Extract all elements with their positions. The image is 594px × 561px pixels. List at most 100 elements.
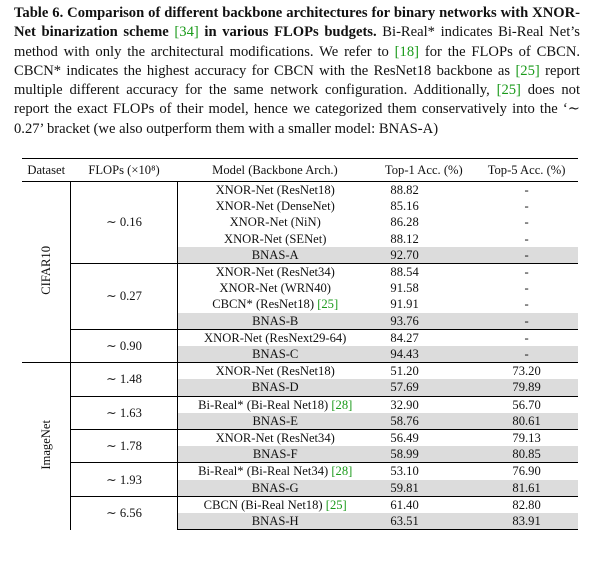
top1-cell: 58.76	[372, 412, 476, 430]
column-header: Top-5 Acc. (%)	[475, 158, 578, 182]
top1-cell: 94.43	[372, 346, 476, 363]
caption-text: for the FLOPs of CBCN. CBCN* indicates t…	[14, 43, 581, 79]
column-header: Top-1 Acc. (%)	[372, 158, 476, 182]
model-cell: CBCN* (ResNet18) [25]	[178, 296, 373, 312]
top5-cell: 79.13	[475, 429, 578, 447]
top1-cell: 61.40	[372, 495, 476, 514]
table-header: Dataset FLOPs (×10⁸) Model (Backbone Arch.…	[22, 158, 578, 182]
table-row: CIFAR10 ∼ 0.16 XNOR-Net (ResNet18) 88.82 -	[22, 180, 578, 363]
top1-cell: 84.27	[372, 328, 476, 347]
top1-cell: 51.20	[372, 362, 476, 380]
top5-cell: -	[524, 297, 529, 312]
table-row: ∼ 1.78 XNOR-Net (ResNet34) 56.49 79.13	[22, 429, 578, 463]
caption-text: Table 6. Comparison of different backbon…	[14, 5, 580, 41]
top5-cell: -	[524, 215, 529, 230]
top5-cell: 73.20	[475, 362, 578, 380]
citation[interactable]: [25]	[325, 497, 347, 512]
top5-cell: 76.90	[475, 462, 578, 480]
table-row: CBCN* (ResNet18) [25] 91.91 -	[22, 296, 578, 312]
model-cell: BNAS-D	[177, 379, 373, 397]
model-cell: XNOR-Net (SENet)	[178, 231, 373, 247]
top1-cell: 92.70	[372, 246, 476, 264]
top5-cell: 83.91	[475, 513, 578, 531]
table-row: ∼ 1.63 Bi-Real* (Bi-Real Net18) [28] 32.90…	[22, 395, 578, 430]
table-row: BNAS-D 57.69 79.89	[22, 379, 578, 397]
model-name: XNOR-Net (ResNet34)	[215, 431, 335, 446]
model-cell: BNAS-B	[177, 312, 373, 330]
top1-cell: 88.82	[372, 181, 476, 199]
model-name: BNAS-A	[251, 247, 299, 262]
model-name: CBCN* (ResNet18)	[212, 297, 315, 312]
dataset-label: ImageNet	[38, 419, 53, 470]
top5-cell: -	[524, 199, 529, 214]
model-cell: BNAS-C	[177, 346, 373, 363]
top1-cell: 93.76	[372, 312, 476, 330]
table-row: ImageNet ∼ 1.48 XNOR-Net (ResNet18) 51.20 73…	[22, 362, 578, 530]
flops-cell: ∼ 0.27	[70, 263, 178, 330]
citation[interactable]: [18]	[394, 43, 419, 60]
model-cell: XNOR-Net (DenseNet)	[178, 198, 373, 214]
flops-cell: ∼ 0.16	[70, 180, 178, 264]
model-name: BNAS-F	[252, 447, 298, 462]
flops-cell: ∼ 6.56	[70, 495, 178, 530]
top5-cell: 81.61	[475, 479, 578, 497]
citation[interactable]: [25]	[515, 62, 540, 79]
top1-cell: 88.12	[390, 231, 419, 246]
model-cell: XNOR-Net (ResNext29-64)	[177, 328, 373, 347]
table-row: XNOR-Net (NiN) 86.28 -	[22, 214, 578, 230]
model-cell: BNAS-H	[177, 513, 373, 531]
top5-cell: -	[475, 246, 578, 264]
top1-cell: 57.69	[372, 379, 476, 397]
model-name: XNOR-Net (WRN40)	[219, 281, 331, 296]
citation[interactable]: [28]	[331, 464, 353, 479]
top5-cell: 79.89	[475, 379, 578, 397]
top5-cell: -	[475, 263, 578, 281]
citation[interactable]: [34]	[174, 24, 199, 41]
model-cell: XNOR-Net (ResNet18)	[177, 362, 373, 380]
model-cell: Bi-Real* (Bi-Real Net18) [28]	[177, 395, 373, 413]
caption-text: does not report the exact FLOPs of their…	[14, 82, 580, 137]
model-name: BNAS-E	[252, 413, 298, 428]
model-cell: BNAS-E	[177, 412, 373, 430]
top1-cell: 91.58	[390, 281, 419, 296]
model-name: XNOR-Net (SENet)	[223, 231, 327, 246]
model-name: XNOR-Net (ResNext29-64)	[204, 330, 347, 345]
citation[interactable]: [25]	[496, 82, 521, 99]
model-name: XNOR-Net (ResNet18)	[215, 364, 335, 379]
table-body: CIFAR10 ∼ 0.16 XNOR-Net (ResNet18) 88.82- XN…	[22, 180, 578, 531]
top5-cell: 80.61	[475, 412, 578, 430]
top5-cell: 56.70	[475, 395, 578, 413]
table-row: BNAS-A 92.70-	[22, 246, 578, 264]
table-row: BNAS-B 93.76-	[22, 312, 578, 330]
citation[interactable]: [28]	[331, 397, 353, 412]
top5-cell: -	[524, 281, 529, 296]
caption-text: report multiple different accuracy for t…	[14, 62, 580, 99]
model-name: Bi-Real* (Bi-Real Net34)	[198, 464, 329, 479]
table-row: ∼ 6.56 CBCN (Bi-Real Net18) [25] 61.40 82.8…	[22, 495, 578, 530]
dataset-cell: CIFAR10	[22, 180, 71, 363]
model-cell: CBCN (Bi-Real Net18) [25]	[177, 495, 373, 514]
flops-cell: ∼ 1.63	[70, 395, 178, 430]
model-name: XNOR-Net (NiN)	[229, 215, 321, 230]
top5-cell: -	[475, 346, 578, 363]
dataset-label: CIFAR10	[38, 245, 53, 295]
model-cell: XNOR-Net (NiN)	[178, 214, 373, 230]
table-row: XNOR-Net (DenseNet) 85.16 -	[22, 198, 578, 214]
table-row: ∼ 0.27 XNOR-Net (ResNet34) 88.54-	[22, 263, 578, 330]
model-name: Bi-Real* (Bi-Real Net18)	[198, 397, 329, 412]
citation[interactable]: [25]	[317, 297, 339, 312]
top1-cell: 86.28	[390, 215, 419, 230]
top1-cell: 32.90	[372, 395, 476, 413]
top1-cell: 63.51	[372, 513, 476, 531]
top5-cell: 80.85	[475, 446, 578, 463]
dataset-cell: ImageNet	[22, 362, 71, 530]
column-header: Model (Backbone Arch.)	[177, 158, 373, 182]
table-row: XNOR-Net (WRN40) 91.58 -	[22, 280, 578, 296]
model-cell: BNAS-A	[177, 246, 373, 264]
flops-cell: ∼ 0.90	[70, 328, 178, 363]
top1-cell: 88.54	[372, 263, 476, 281]
top1-cell: 53.10	[372, 462, 476, 480]
model-name: XNOR-Net (ResNet18)	[215, 183, 335, 197]
table-row: BNAS-E 58.76 80.61	[22, 412, 578, 430]
